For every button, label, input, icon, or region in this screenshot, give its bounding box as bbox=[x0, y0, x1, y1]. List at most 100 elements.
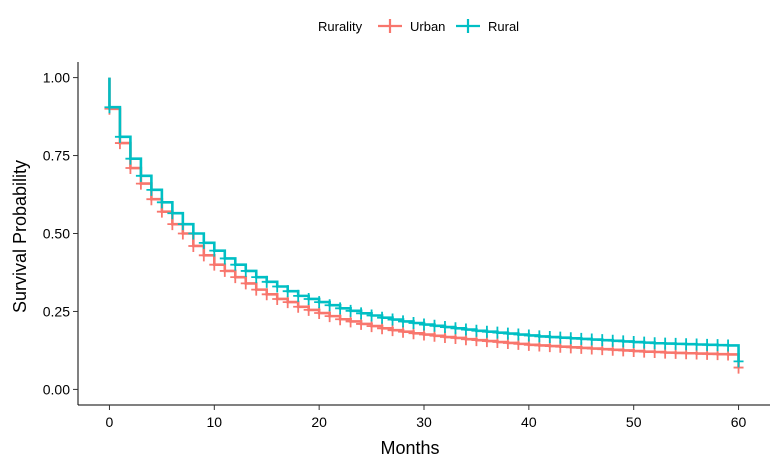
censor-mark-rural bbox=[177, 218, 188, 231]
censor-mark-urban bbox=[335, 313, 346, 326]
censor-mark-urban bbox=[324, 310, 335, 323]
x-tick-label: 40 bbox=[521, 414, 537, 430]
y-tick-label: 0.75 bbox=[43, 148, 70, 164]
censor-mark-rural bbox=[460, 323, 471, 336]
censor-mark-rural bbox=[649, 337, 660, 350]
censor-mark-rural bbox=[198, 236, 209, 249]
censor-mark-urban bbox=[188, 239, 199, 252]
censor-mark-rural bbox=[576, 332, 587, 345]
legend: Rurality Urban Rural bbox=[318, 19, 519, 34]
censor-mark-rural bbox=[408, 316, 419, 329]
censor-mark-rural bbox=[628, 336, 639, 349]
x-axis-title: Months bbox=[380, 438, 439, 458]
censor-mark-urban bbox=[219, 264, 230, 277]
censor-mark-urban bbox=[377, 322, 388, 335]
censor-mark-urban bbox=[209, 258, 220, 271]
censor-mark-rural bbox=[513, 328, 524, 341]
censor-mark-rural bbox=[324, 299, 335, 312]
series-urban bbox=[104, 77, 744, 374]
legend-item-urban: Urban bbox=[378, 19, 445, 34]
censor-mark-rural bbox=[272, 280, 283, 293]
censor-mark-rural bbox=[670, 337, 681, 350]
censor-mark-rural bbox=[733, 355, 744, 368]
censor-mark-urban bbox=[366, 320, 377, 333]
censor-mark-rural bbox=[586, 333, 597, 346]
x-tick-label: 10 bbox=[207, 414, 223, 430]
censor-mark-rural bbox=[419, 318, 429, 331]
censor-mark-rural bbox=[230, 258, 241, 271]
censor-mark-rural bbox=[104, 101, 115, 114]
censor-mark-rural bbox=[125, 152, 136, 165]
censor-mark-urban bbox=[167, 218, 178, 231]
y-tick-label: 1.00 bbox=[43, 70, 70, 86]
censor-mark-rural bbox=[377, 311, 388, 324]
censor-mark-rural bbox=[146, 183, 157, 196]
censor-mark-urban bbox=[314, 307, 325, 320]
censor-mark-rural bbox=[639, 336, 650, 349]
censor-mark-rural bbox=[135, 169, 146, 182]
censor-mark-urban bbox=[240, 277, 251, 290]
series-rural bbox=[104, 77, 744, 368]
censor-mark-rural bbox=[398, 315, 409, 328]
y-tick-label: 0.50 bbox=[43, 226, 70, 242]
censor-mark-rural bbox=[481, 325, 492, 338]
y-axis-title: Survival Probability bbox=[10, 160, 30, 313]
censor-mark-rural bbox=[114, 130, 125, 143]
censor-mark-urban bbox=[398, 325, 409, 338]
censor-mark-rural bbox=[429, 319, 440, 332]
censor-mark-rural bbox=[314, 296, 325, 309]
legend-item-rural: Rural bbox=[456, 19, 519, 34]
censor-mark-rural bbox=[702, 338, 713, 351]
y-tick-label: 0.25 bbox=[43, 303, 70, 319]
censor-mark-rural bbox=[345, 304, 356, 317]
censor-mark-rural bbox=[618, 335, 629, 348]
censor-mark-rural bbox=[450, 322, 461, 335]
legend-label-rural: Rural bbox=[488, 19, 519, 34]
censor-mark-urban bbox=[345, 315, 356, 328]
censor-mark-rural bbox=[251, 271, 262, 284]
legend-key-rural bbox=[456, 19, 480, 33]
censor-mark-rural bbox=[209, 244, 220, 257]
censor-mark-urban bbox=[230, 271, 241, 284]
censor-mark-rural bbox=[219, 252, 230, 265]
censor-mark-rural bbox=[565, 332, 576, 345]
censor-mark-urban bbox=[293, 300, 304, 313]
censor-mark-rural bbox=[303, 292, 314, 305]
censor-mark-rural bbox=[293, 289, 304, 302]
x-tick-label: 20 bbox=[311, 414, 327, 430]
censor-mark-rural bbox=[523, 329, 534, 342]
censor-mark-urban bbox=[408, 327, 419, 340]
censor-mark-urban bbox=[261, 288, 272, 301]
censor-mark-rural bbox=[502, 327, 513, 340]
censor-mark-rural bbox=[261, 275, 272, 288]
censor-mark-urban bbox=[272, 292, 283, 305]
censor-mark-rural bbox=[691, 338, 702, 351]
censor-mark-rural bbox=[660, 337, 671, 350]
censor-mark-rural bbox=[712, 339, 723, 352]
axes: 0 10 20 30 40 50 60 0.00 0.25 0.50 0.75 1.00 Months S… bbox=[10, 62, 770, 458]
censor-mark-rural bbox=[356, 307, 367, 320]
censor-mark-rural bbox=[188, 227, 199, 240]
legend-key-urban bbox=[378, 19, 402, 33]
censor-mark-rural bbox=[723, 339, 734, 352]
legend-title: Rurality bbox=[318, 19, 363, 34]
y-tick-label: 0.00 bbox=[43, 381, 70, 397]
censor-mark-rural bbox=[167, 207, 178, 220]
censor-mark-urban bbox=[282, 296, 293, 309]
censor-mark-rural bbox=[282, 285, 293, 298]
censor-mark-rural bbox=[471, 324, 482, 337]
censor-mark-urban bbox=[387, 324, 398, 337]
censor-mark-rural bbox=[534, 330, 545, 343]
legend-label-urban: Urban bbox=[410, 19, 445, 34]
x-tick-label: 60 bbox=[731, 414, 747, 430]
x-tick-label: 50 bbox=[626, 414, 642, 430]
censor-mark-rural bbox=[439, 321, 450, 334]
censor-mark-rural bbox=[387, 313, 398, 326]
censor-mark-rural bbox=[597, 334, 608, 347]
series-layer bbox=[104, 77, 744, 374]
censor-mark-rural bbox=[335, 302, 346, 315]
censor-mark-rural bbox=[492, 326, 503, 339]
censor-mark-urban bbox=[198, 249, 209, 262]
censor-mark-urban bbox=[303, 303, 314, 316]
